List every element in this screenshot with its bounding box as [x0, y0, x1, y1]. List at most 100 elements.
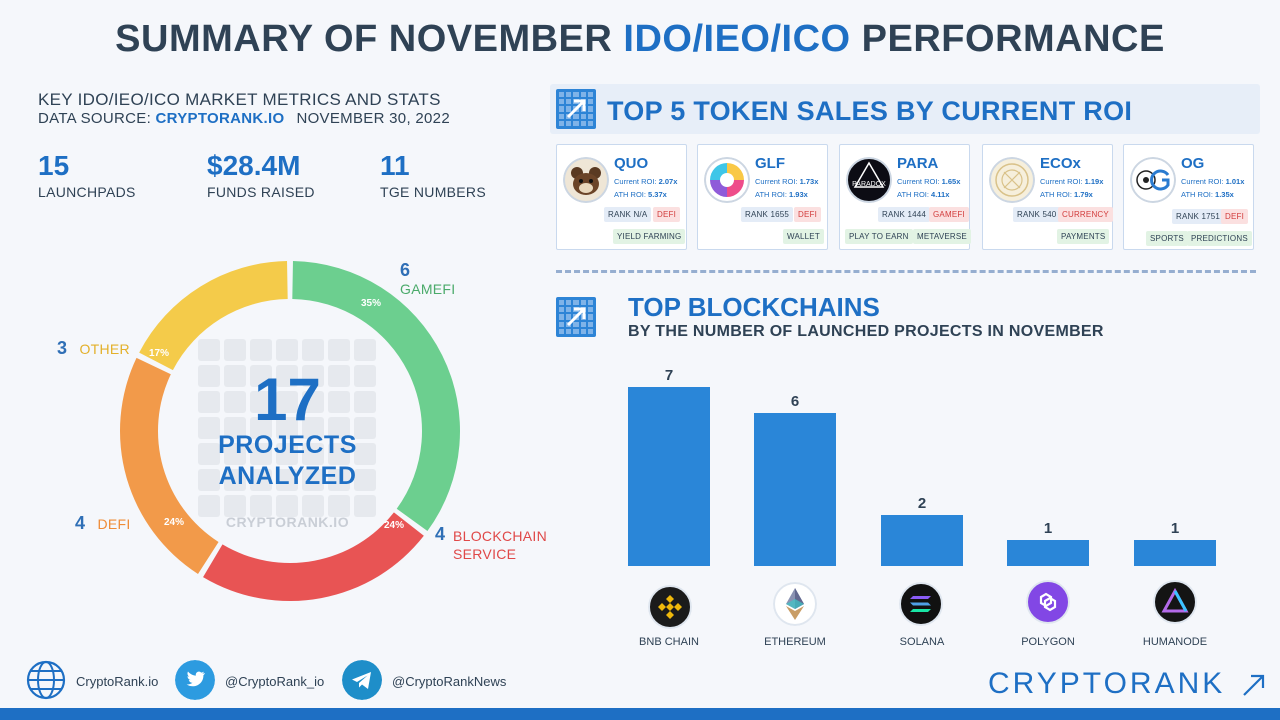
watermark-cell [302, 469, 324, 491]
blockchains-title: TOP BLOCKCHAINS [628, 292, 880, 322]
ath-roi-label: ATH ROI: [897, 190, 932, 199]
rank-badge: RANK 1751 [1172, 209, 1225, 224]
watermark-cell [250, 469, 272, 491]
source-prefix: DATA SOURCE: [38, 110, 156, 127]
para-logo-icon: PARADOX [846, 157, 892, 203]
watermark-cell [250, 443, 272, 465]
telegram-icon[interactable] [342, 660, 382, 700]
category-donut-chart [119, 261, 461, 601]
watermark-cell [354, 495, 376, 517]
watermark-cell [354, 443, 376, 465]
token-name: PARA [897, 155, 939, 172]
rank-badge: RANK 540 [1013, 207, 1061, 222]
metric-value: 11 [380, 150, 410, 181]
bar-category-label: SOLANA [899, 636, 945, 648]
watermark-cell [198, 339, 220, 361]
brand-name: CRYPTORANK [988, 667, 1226, 700]
ath-roi-value: 1.35x [1215, 190, 1234, 199]
donut-watermark-grid [198, 339, 376, 517]
legend-name: GAMEFI [400, 281, 456, 297]
bar-value-label: 6 [790, 392, 800, 410]
donut-slice-blockchain-service [203, 512, 424, 601]
bar-value-label: 2 [917, 494, 927, 512]
watermark-cell [302, 443, 324, 465]
legend-name-line2: SERVICE [453, 546, 517, 562]
token-card-ecox[interactable]: ECOx Current ROI: 1.19x ATH ROI: 1.79x R… [982, 144, 1113, 250]
token-sales-title: TOP 5 TOKEN SALES BY CURRENT ROI [607, 96, 1133, 126]
watermark-cell [328, 365, 350, 387]
legend-count: 4 [435, 524, 446, 544]
metric-funds-raised: $28.4M FUNDS RAISED [207, 150, 315, 200]
source-link[interactable]: CRYPTORANK.IO [155, 110, 285, 127]
watermark-cell [250, 495, 272, 517]
watermark-cell [354, 391, 376, 413]
data-source-line: DATA SOURCE: CRYPTORANK.IO NOVEMBER 30, 2… [38, 110, 450, 127]
watermark-cell [302, 417, 324, 439]
projects-label-line2: ANALYZED [218, 462, 357, 490]
pct-label-gamefi: 35% [361, 298, 382, 309]
watermark-cell [224, 391, 246, 413]
metric-label: FUNDS RAISED [207, 184, 315, 200]
current-roi-label: Current ROI: [1040, 177, 1085, 186]
watermark-cell [250, 339, 272, 361]
quo-logo-icon [563, 157, 609, 203]
twitter-link[interactable]: @CryptoRank_io [225, 674, 325, 689]
pct-label-blockchain-service: 24% [384, 520, 405, 531]
donut-slice-defi [119, 357, 219, 574]
watermark-cell [328, 443, 350, 465]
rank-badge: RANK 1655 [741, 207, 794, 222]
projects-count: 17 [254, 366, 321, 433]
watermark-cell [250, 391, 272, 413]
watermark-cell [354, 469, 376, 491]
category-tag: PLAY TO EARN [845, 229, 913, 244]
ath-roi: ATH ROI: 1.93x [755, 190, 808, 199]
category-tag: YIELD FARMING [613, 229, 686, 244]
ath-roi: ATH ROI: 4.11x [897, 190, 949, 199]
watermark-cell [328, 417, 350, 439]
bar-category-label: ETHEREUM [764, 636, 826, 648]
watermark-cell [276, 417, 298, 439]
current-roi: Current ROI: 2.07x [614, 177, 677, 186]
ath-roi-value: 1.79x [1074, 190, 1093, 199]
ath-roi: ATH ROI: 5.37x [614, 190, 667, 199]
legend-name-line1: BLOCKCHAIN [453, 528, 548, 544]
token-card-para[interactable]: PARADOX PARA Current ROI: 1.65x ATH ROI:… [839, 144, 971, 250]
ath-roi-label: ATH ROI: [1181, 190, 1216, 199]
ethereum-icon [773, 582, 817, 626]
current-roi-label: Current ROI: [614, 177, 659, 186]
legend-name: DEFI [97, 516, 131, 532]
rank-badge: RANK N/A [604, 207, 652, 222]
watermark-cell [224, 417, 246, 439]
bar-polygon [1007, 540, 1089, 566]
current-roi: Current ROI: 1.73x [755, 177, 818, 186]
watermark-cell [302, 391, 324, 413]
token-card-og[interactable]: OG Current ROI: 1.01x ATH ROI: 1.35x RAN… [1123, 144, 1254, 250]
watermark-cell [328, 469, 350, 491]
telegram-link[interactable]: @CryptoRankNews [392, 674, 507, 689]
bar-bnb-chain [628, 387, 710, 566]
watermark-cell [354, 365, 376, 387]
report-date: NOVEMBER 30, 2022 [296, 110, 450, 127]
token-card-quo[interactable]: QUO Current ROI: 2.07x ATH ROI: 5.37x RA… [556, 144, 687, 250]
metric-launchpads: 15 LAUNCHPADS [38, 150, 136, 200]
website-link[interactable]: CryptoRank.io [76, 674, 159, 689]
current-roi-value: 2.07x [658, 177, 678, 186]
bar-category-label: POLYGON [1021, 636, 1075, 648]
twitter-icon[interactable] [175, 660, 215, 700]
token-card-glf[interactable]: GLF Current ROI: 1.73x ATH ROI: 1.93x RA… [697, 144, 828, 250]
watermark-cell [224, 443, 246, 465]
watermark-cell [328, 391, 350, 413]
ath-roi-value: 1.93x [789, 190, 808, 199]
globe-icon[interactable] [26, 660, 66, 700]
category-tag: GAMEFI [929, 207, 969, 222]
current-roi: Current ROI: 1.01x [1181, 177, 1244, 186]
legend-count: 4 [75, 513, 86, 533]
subheader-line1: KEY IDO/IEO/ICO MARKET METRICS AND STATS [38, 90, 441, 109]
watermark-cell [328, 495, 350, 517]
watermark-cell [224, 339, 246, 361]
projects-label-line1: PROJECTS [218, 431, 357, 459]
ath-roi-value: 5.37x [648, 190, 667, 199]
watermark-cell [354, 417, 376, 439]
legend-defi: 4 DEFI [75, 513, 131, 534]
category-tag: SPORTS [1146, 231, 1188, 246]
